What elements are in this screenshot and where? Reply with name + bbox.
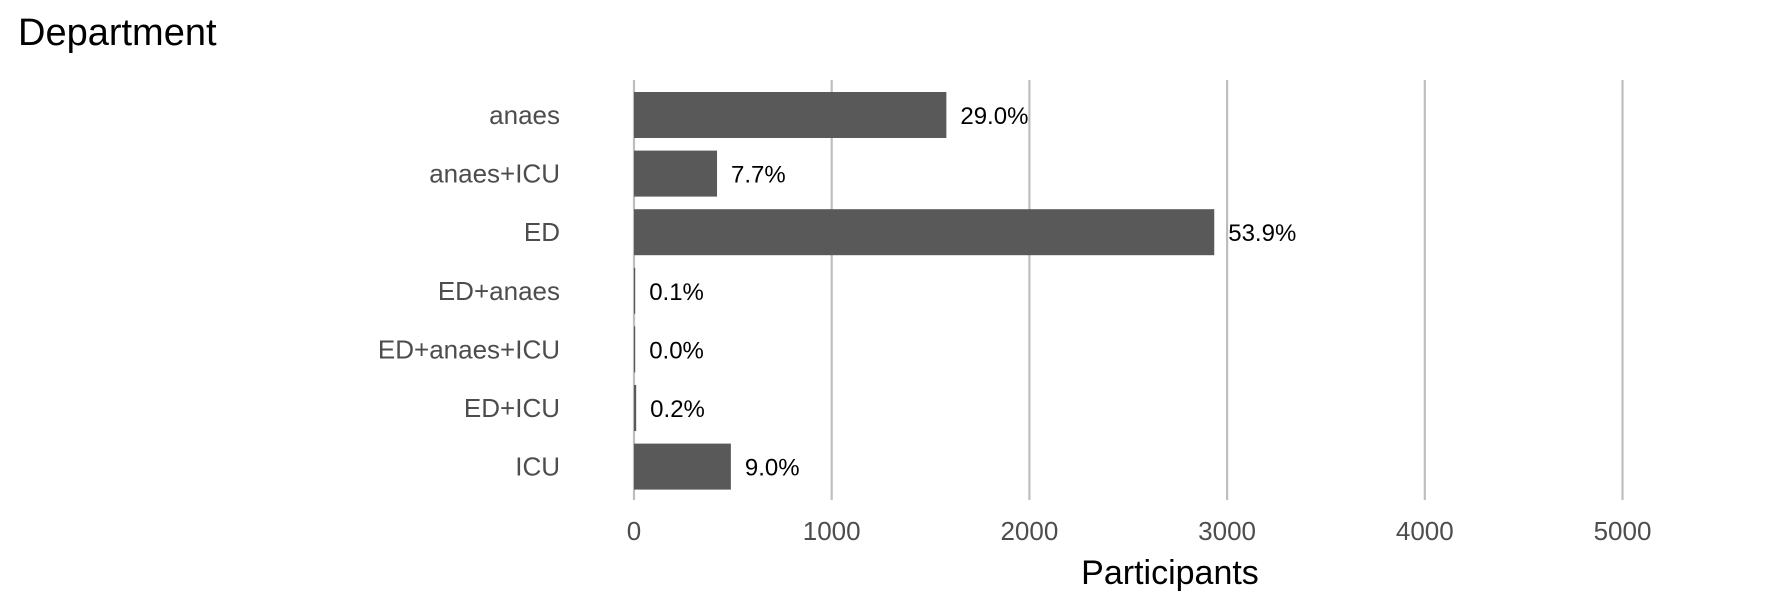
data-label: 9.0% — [745, 455, 800, 482]
category-label: ED+anaes+ICU — [378, 334, 560, 364]
x-axis-title: Participants — [1081, 554, 1259, 592]
x-tick-label: 3000 — [1198, 516, 1256, 546]
bar-anaes-icu — [634, 150, 718, 197]
category-label: ED — [524, 217, 560, 247]
bar-ed-anaes-icu — [634, 326, 636, 373]
data-label: 0.1% — [649, 279, 704, 306]
data-label: 7.7% — [731, 162, 786, 189]
x-tick-label: 1000 — [803, 516, 861, 546]
data-labels: 29.0% 7.7% 53.9% 0.1% 0.0% 0.2% 9.0% — [649, 103, 1296, 482]
x-tick-label: 4000 — [1396, 516, 1454, 546]
category-label: ICU — [515, 452, 560, 482]
x-tick-labels: 0 1000 2000 3000 4000 5000 — [627, 516, 1652, 546]
category-label: ED+ICU — [464, 393, 560, 423]
data-label: 0.2% — [650, 396, 705, 423]
category-label: anaes — [489, 100, 560, 130]
bar-ed-anaes — [634, 267, 636, 314]
bars — [634, 92, 1215, 490]
bar-anaes — [634, 92, 947, 138]
x-tick-label: 2000 — [1000, 516, 1058, 546]
bar-ed-icu — [634, 385, 637, 431]
category-labels: anaes anaes+ICU ED ED+anaes ED+anaes+ICU ED+I… — [378, 100, 560, 482]
data-label: 0.0% — [649, 337, 704, 364]
gridlines — [632, 80, 1624, 500]
bar-ed — [634, 209, 1215, 256]
data-label: 53.9% — [1228, 220, 1296, 247]
data-label: 29.0% — [960, 103, 1028, 130]
category-label: anaes+ICU — [429, 159, 560, 189]
bar-icu — [634, 443, 731, 490]
x-tick-label: 5000 — [1594, 516, 1652, 546]
category-label: ED+anaes — [438, 276, 560, 306]
chart-title: Department — [18, 12, 217, 54]
x-tick-label: 0 — [627, 516, 641, 546]
